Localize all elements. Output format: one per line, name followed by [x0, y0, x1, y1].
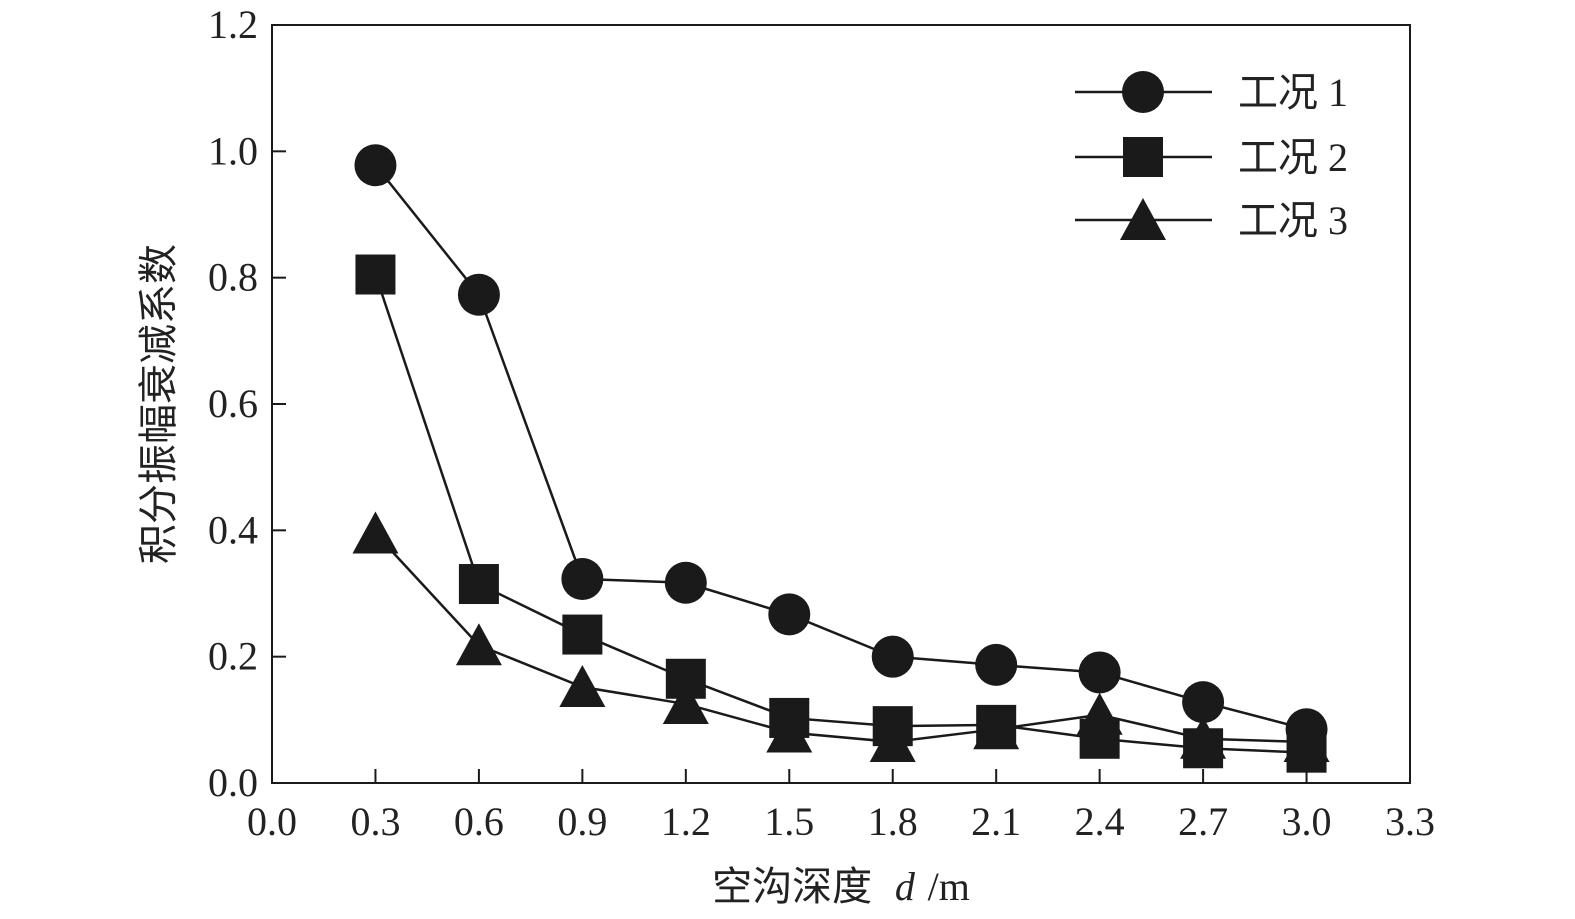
y-tick-label: 1.2	[208, 2, 258, 47]
series-3-point	[352, 511, 399, 554]
x-tick-label: 2.1	[971, 799, 1021, 844]
series-3-line	[374, 532, 1307, 744]
series-1-point	[561, 557, 604, 600]
legend-item-2: 工况 2	[1075, 135, 1348, 180]
y-tick-label: 0.6	[208, 381, 258, 426]
legend: 工况 1 工况 2 工况 3	[1075, 70, 1348, 243]
x-axis-title: 空沟深度 d /m	[712, 864, 970, 910]
series-1-point	[1182, 681, 1225, 724]
x-axis: 0.0 0.3 0.6 0.9 1.2 1.5 1.8 2.1 2.4 2.7 3.0 3.3	[247, 769, 1435, 844]
series-3-point	[973, 707, 1020, 750]
series-3-point	[1180, 716, 1227, 759]
legend-label: 工况 2	[1238, 135, 1348, 180]
series-3	[352, 511, 1330, 762]
series-3-point	[766, 710, 813, 753]
x-axis-title-variable: d	[895, 864, 916, 909]
legend-marker-circle	[1122, 71, 1164, 113]
legend-label: 工况 3	[1238, 198, 1348, 243]
x-tick-label: 1.5	[764, 799, 814, 844]
y-tick-label: 0.2	[208, 634, 258, 679]
series-1-point	[871, 635, 914, 678]
series-3-point	[662, 682, 709, 725]
series-3-point	[455, 623, 502, 666]
series-3-point	[1076, 692, 1123, 735]
x-tick-label: 3.0	[1282, 799, 1332, 844]
legend-item-1: 工况 1	[1075, 70, 1348, 115]
series-1-point	[768, 593, 811, 636]
x-tick-label: 1.2	[661, 799, 711, 844]
y-axis-title: 积分振幅衰减系数	[136, 244, 182, 564]
legend-marker-square	[1123, 137, 1163, 177]
series-1-point	[1078, 651, 1121, 694]
x-tick-label: 0.0	[247, 799, 297, 844]
series-2-point	[355, 254, 396, 295]
legend-label: 工况 1	[1238, 70, 1348, 115]
legend-marker-triangle	[1120, 198, 1166, 240]
series-2-line	[374, 274, 1307, 754]
x-axis-title-text: 空沟深度	[712, 864, 872, 910]
series-1-point	[354, 144, 397, 187]
series-3-point	[869, 719, 916, 762]
legend-item-3: 工况 3	[1075, 198, 1348, 243]
x-tick-label: 0.3	[350, 799, 400, 844]
y-tick-label: 0.0	[208, 760, 258, 805]
series-3-point	[1283, 719, 1330, 762]
y-tick-label: 1.0	[208, 128, 258, 173]
x-tick-label: 1.8	[868, 799, 918, 844]
series-3-point	[559, 664, 606, 707]
series-layer	[352, 144, 1330, 773]
series-2-point	[562, 614, 603, 655]
series-1-point	[975, 643, 1018, 686]
y-tick-label: 0.4	[208, 507, 258, 552]
series-1-point	[664, 561, 707, 604]
series-1	[354, 144, 1328, 751]
y-tick-label: 0.8	[208, 255, 258, 300]
x-tick-label: 2.7	[1178, 799, 1228, 844]
y-axis: 0.0 0.2 0.4 0.6 0.8 1.0 1.2	[208, 2, 286, 805]
series-2-point	[458, 564, 499, 605]
x-tick-label: 3.3	[1385, 799, 1435, 844]
x-tick-label: 2.4	[1075, 799, 1125, 844]
series-1-point	[457, 273, 500, 316]
x-axis-title-unit: /m	[928, 864, 970, 909]
series-1-line	[374, 164, 1307, 731]
x-tick-label: 0.9	[557, 799, 607, 844]
x-tick-label: 0.6	[454, 799, 504, 844]
